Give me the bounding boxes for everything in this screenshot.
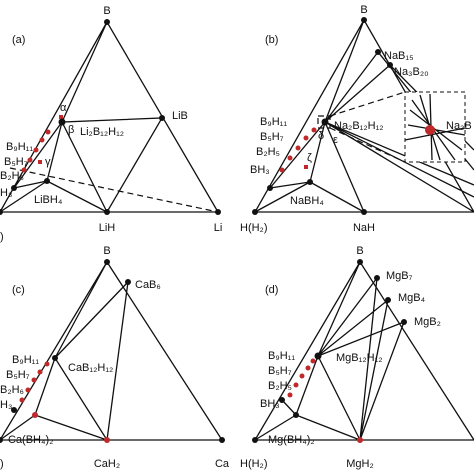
red-points [279, 127, 317, 173]
phase-label: B₉H₁₁ [268, 350, 295, 362]
vertex-label: B [356, 245, 363, 257]
greek-label: β [68, 124, 74, 136]
vertex-label: H(H₂) [240, 458, 267, 470]
phase-label: MgB₄ [398, 292, 426, 304]
vertex-label: B [103, 5, 110, 17]
phase-label: B₅H₇ [260, 131, 284, 143]
dashed-line [9, 167, 219, 213]
phase-label: B₅H₇ [4, 156, 28, 168]
phase-label: Na₃B₂₀ [394, 66, 429, 78]
phase-label: MgB₇ [386, 270, 413, 282]
phase-label: MgB₂ [414, 316, 441, 328]
panel-c: (c) B ) Ca CaH₂ CaB₆ CaB₁₂H₁₂ Ca(BH₄)₂ B… [0, 245, 230, 470]
red-points [287, 358, 363, 443]
phase-label: LiH [99, 222, 116, 234]
greek-label: ε [333, 134, 338, 146]
nodes [252, 259, 407, 443]
phase-label: B₂H₅ [268, 380, 292, 392]
phase-label: B₉H₁₁ [260, 116, 287, 128]
phase-label: CaH₂ [94, 458, 120, 470]
phase-label: B₂H₆ [0, 384, 24, 396]
vertex-label: B [103, 245, 110, 257]
phase-label: LiB [172, 110, 188, 122]
panel-label: (d) [265, 284, 278, 296]
phase-label: MgB₁₂H₁₂ [336, 352, 383, 364]
panel-a: (a) B ) Li LiH LiB Li₂B₁₂H₁₂ LiBH₄ B₉H₁₁… [0, 5, 222, 243]
panel-d: (d) B H(H₂) MgH₂ MgB₇ MgB₄ MgB₂ MgB₁₂H₁₂… [240, 245, 474, 470]
panel-label: (a) [12, 34, 25, 46]
phase-label: LiBH₄ [34, 194, 63, 206]
panel-b: (b) B H(H₂) NaH NaB₁₅ Na₃B₂₀ Na₂B₁₂H₁₂ N… [240, 4, 474, 234]
phase-label: B₅H₇ [6, 369, 30, 381]
vertex-label: ) [0, 458, 4, 470]
phase-label: B₉H₁₁ [12, 354, 39, 366]
nodes [0, 19, 221, 215]
greek-label: γ [45, 156, 51, 168]
greek-label: α [60, 102, 67, 114]
phase-label: NaH [353, 222, 375, 234]
panel-label: (b) [265, 34, 278, 46]
red-points [21, 115, 63, 173]
red-points [19, 361, 110, 443]
phase-label: Ca(BH₄)₂ [8, 434, 53, 446]
phase-label: B₉H₁₁ [6, 141, 33, 153]
phase-label: B₂H₆ [0, 170, 24, 182]
phase-label: CaB₁₂H₁₂ [68, 362, 113, 374]
phase-label: Mg(BH₄)₂ [268, 434, 315, 446]
panel-label: (c) [12, 284, 25, 296]
phase-label: NaB₁₅ [384, 50, 414, 62]
vertex-label: Ca [215, 458, 230, 470]
phase-label: CaB₆ [135, 279, 161, 291]
vertex-label: ) [0, 231, 4, 243]
greek-label: δ [318, 130, 324, 142]
phase-label: BH₃ [260, 398, 280, 410]
phase-label: H₃ [0, 187, 12, 199]
vertex-label: H(H₂) [240, 222, 267, 234]
phase-label: Na₂B [446, 120, 472, 132]
phase-label: H₃ [0, 399, 12, 411]
inset-point [425, 125, 435, 135]
phase-label: BH₃ [250, 164, 270, 176]
nodes [0, 259, 225, 443]
phase-label: NaBH₄ [290, 195, 324, 207]
nodes [252, 17, 393, 215]
phase-label: B₅H₇ [268, 365, 292, 377]
phase-label: Li₂B₁₂H₁₂ [80, 126, 124, 138]
zoom-box [317, 115, 331, 129]
phase-label: MgH₂ [346, 458, 374, 470]
vertex-label: B [360, 4, 367, 16]
phase-label: B₂H₅ [256, 146, 280, 158]
vertex-label: Li [214, 222, 223, 234]
phase-label: Na₂B₁₂H₁₂ [334, 120, 384, 132]
zoom-lines [329, 91, 406, 163]
greek-label: ζ [307, 152, 312, 164]
